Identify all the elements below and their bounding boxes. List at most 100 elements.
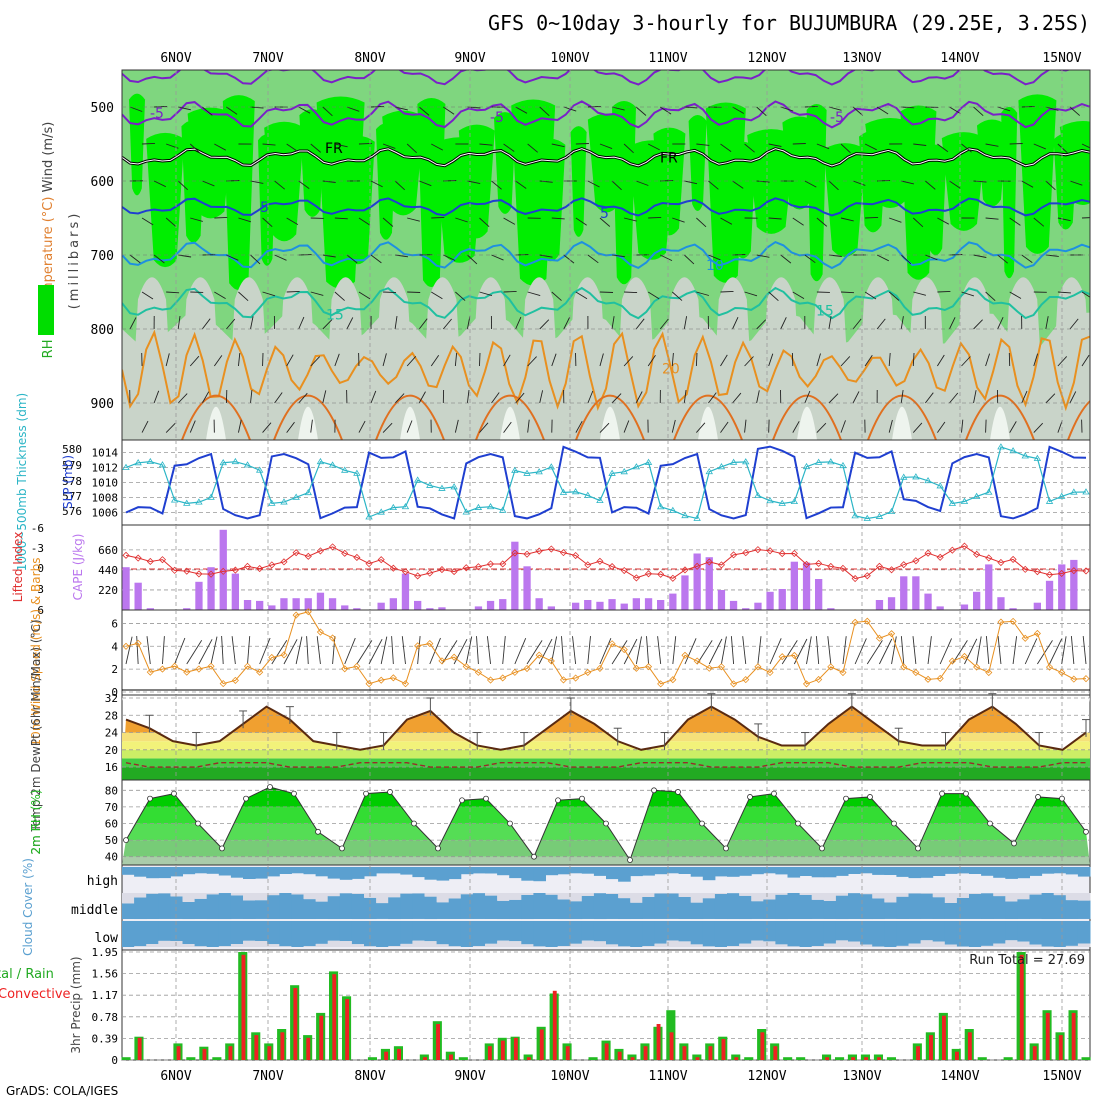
wind10m-barb — [672, 636, 677, 665]
wind-barb — [1009, 217, 1021, 226]
wind-barb — [262, 143, 276, 146]
thickness-point — [122, 463, 130, 470]
rh-high-area — [494, 112, 516, 214]
cloud-low-gap — [436, 944, 450, 947]
cloud-middle-gap — [993, 893, 1006, 897]
cloud-high-block — [860, 867, 873, 874]
wind-speed-point — [742, 676, 750, 684]
wind-barb — [635, 106, 647, 116]
cloud-middle-block — [545, 894, 559, 919]
cloud-high-block — [1065, 867, 1079, 875]
wind-barb — [395, 106, 408, 111]
temperature-label: Temperature (°C) — [41, 197, 56, 310]
wind-barb — [153, 390, 160, 404]
thickness-point — [401, 502, 410, 510]
cloud-middle-gap — [122, 893, 135, 904]
wind-barb — [202, 180, 215, 187]
wind-barb — [708, 180, 719, 190]
cloud-high-block — [509, 867, 522, 879]
precip-convective-bar — [617, 1051, 622, 1060]
isotherm-15 — [122, 286, 1090, 320]
wind-barb — [648, 216, 662, 219]
wind-speed-point — [329, 634, 337, 642]
contour-label: 15 — [816, 304, 834, 320]
cloud-low-block — [1053, 921, 1067, 947]
wind-barb — [178, 106, 191, 111]
rh2m-tick-label: 50 — [105, 834, 118, 847]
cape-tick-label: 220 — [98, 584, 118, 597]
cloud-high-block — [896, 867, 909, 877]
rh-dry-spike — [206, 406, 226, 440]
cloud-middle-gap — [255, 893, 268, 901]
wind-speed-point — [815, 675, 823, 684]
wind-barb — [129, 106, 143, 112]
wind-speed-point — [693, 657, 701, 665]
dewpoint-line — [125, 762, 1086, 768]
wind-barb — [431, 291, 443, 300]
wind-barb — [696, 143, 710, 146]
bottom-day-label: 10NOV — [550, 1069, 589, 1084]
rh2m-point — [267, 784, 273, 790]
rh2m-point — [723, 845, 729, 852]
contour-label: 5 — [260, 200, 269, 216]
cape-bar — [657, 600, 665, 610]
wind-barb — [599, 143, 613, 150]
precip-legend-total: tal / Rain — [0, 967, 54, 982]
rh-high-area — [146, 132, 185, 268]
cloud-low-block — [243, 921, 256, 941]
wind-speed-point — [316, 628, 324, 636]
rh2m-tick-label: 60 — [105, 818, 118, 831]
wind-barb — [768, 353, 774, 367]
wind10m-barb — [742, 636, 747, 665]
lifted-index-point — [134, 554, 142, 562]
cloud-middle-gap — [376, 893, 389, 904]
cloud-high-block — [811, 867, 825, 878]
thickness-point — [511, 466, 519, 473]
cloud-high-block — [158, 867, 171, 879]
wind-barb — [286, 217, 299, 225]
thickness-point — [620, 468, 628, 475]
wind-barb — [358, 291, 371, 300]
cape-bar — [183, 608, 191, 610]
pressure-tick-label: 800 — [91, 323, 114, 338]
cape-bar — [875, 600, 884, 610]
cloud-panel: high middle low Cloud Cover (%) — [21, 858, 1091, 956]
cloud-middle-block — [194, 898, 208, 919]
wind-barb — [840, 217, 854, 222]
thickness-point — [948, 499, 957, 506]
cloud-low-block — [218, 921, 232, 947]
wind-barb — [1045, 180, 1056, 191]
lifted-index-point — [304, 552, 312, 560]
thickness-point — [158, 461, 167, 468]
wind-speed-point — [559, 676, 568, 684]
wind10m-label: 10m Wind Speed (m/s) & Barbs — [29, 558, 43, 747]
wind-barb — [515, 180, 527, 189]
wind-barb — [912, 217, 924, 228]
lifted-index-point — [620, 566, 628, 575]
upper-air-panel: -5 -5 -5 FR FR 5 5 10 15 15 20 500 600 700 800 900 RH … — [38, 69, 1091, 441]
cape-bar — [256, 600, 264, 610]
wind10m-barb — [526, 640, 543, 665]
wind-barb — [503, 354, 511, 367]
precip-convective-bar — [851, 1057, 856, 1060]
wind-barb — [792, 291, 805, 299]
wind-barb — [888, 419, 893, 433]
wind10m-barb — [912, 636, 917, 665]
wind-barb — [1069, 180, 1083, 186]
cloud-low-gap — [739, 943, 752, 947]
wind-barb — [840, 143, 851, 154]
wind-speed-point — [644, 663, 653, 671]
wind-barb — [683, 390, 687, 404]
cape-bar — [389, 598, 397, 610]
cloud-middle-gap — [702, 893, 716, 899]
wind-speed-point — [280, 651, 288, 659]
lifted-index-point — [973, 550, 981, 558]
precip-convective-bar — [877, 1057, 881, 1060]
thickness-point — [255, 466, 264, 473]
lifted-index-point — [1033, 568, 1041, 576]
lifted-index-point — [389, 564, 397, 572]
wind-barb — [286, 143, 298, 152]
wind-barb — [346, 254, 358, 264]
wind-barb — [1057, 420, 1063, 433]
